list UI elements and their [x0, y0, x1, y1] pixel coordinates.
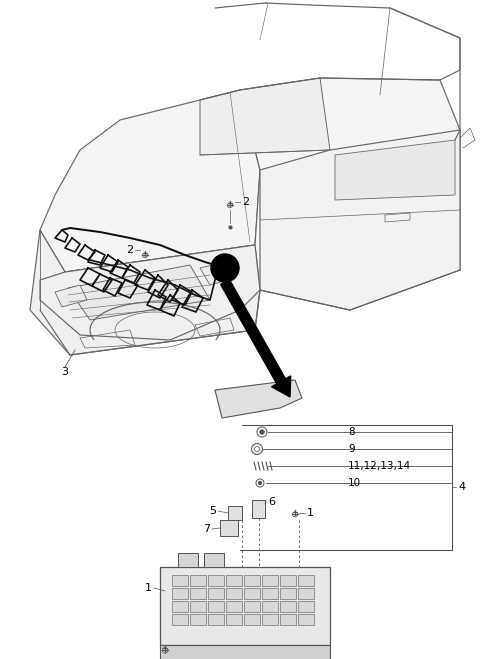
Bar: [262, 601, 278, 612]
Bar: [298, 614, 314, 625]
Circle shape: [211, 254, 239, 282]
Bar: [160, 645, 330, 659]
Bar: [190, 601, 206, 612]
Polygon shape: [260, 130, 460, 310]
Bar: [178, 553, 198, 567]
Text: 5: 5: [209, 506, 216, 516]
Polygon shape: [335, 140, 455, 200]
Bar: [208, 614, 224, 625]
Bar: [226, 614, 242, 625]
Polygon shape: [55, 285, 87, 307]
Bar: [204, 553, 224, 567]
Bar: [244, 601, 260, 612]
Bar: [172, 575, 188, 586]
Polygon shape: [40, 245, 260, 340]
Bar: [298, 575, 314, 586]
Polygon shape: [30, 230, 260, 355]
Text: 8: 8: [348, 427, 355, 437]
Circle shape: [260, 430, 264, 434]
Text: 9: 9: [348, 444, 355, 454]
Bar: [228, 506, 242, 520]
Bar: [208, 601, 224, 612]
Text: 10: 10: [348, 478, 361, 488]
Polygon shape: [200, 78, 330, 155]
Text: 2: 2: [126, 245, 133, 255]
Polygon shape: [240, 78, 460, 310]
Bar: [280, 588, 296, 599]
Circle shape: [256, 479, 264, 487]
Bar: [262, 614, 278, 625]
Bar: [244, 588, 260, 599]
Text: 4: 4: [458, 482, 465, 492]
Bar: [298, 601, 314, 612]
Polygon shape: [68, 265, 210, 320]
Text: 7: 7: [203, 524, 210, 534]
FancyArrow shape: [221, 279, 291, 397]
Text: 2: 2: [242, 197, 249, 207]
Text: 1: 1: [307, 508, 314, 518]
Bar: [226, 588, 242, 599]
Bar: [298, 588, 314, 599]
Bar: [262, 575, 278, 586]
Circle shape: [280, 383, 290, 393]
Circle shape: [254, 447, 260, 451]
Circle shape: [259, 482, 262, 484]
Bar: [244, 575, 260, 586]
Bar: [220, 520, 238, 536]
Bar: [252, 500, 265, 518]
Text: 3: 3: [61, 367, 69, 377]
Bar: [172, 614, 188, 625]
Bar: [208, 575, 224, 586]
Bar: [190, 575, 206, 586]
Bar: [280, 575, 296, 586]
Circle shape: [252, 444, 263, 455]
Bar: [244, 614, 260, 625]
Circle shape: [257, 427, 267, 437]
Bar: [190, 588, 206, 599]
Text: 11,12,13,14: 11,12,13,14: [348, 461, 411, 471]
Bar: [208, 588, 224, 599]
Bar: [226, 575, 242, 586]
Text: 6: 6: [268, 497, 275, 507]
Bar: [280, 614, 296, 625]
Polygon shape: [215, 380, 302, 418]
Bar: [160, 567, 330, 645]
Bar: [262, 588, 278, 599]
Polygon shape: [40, 90, 260, 272]
Bar: [172, 588, 188, 599]
Bar: [172, 601, 188, 612]
Bar: [190, 614, 206, 625]
Polygon shape: [200, 262, 235, 285]
Text: 1: 1: [145, 583, 152, 593]
Bar: [280, 601, 296, 612]
Bar: [226, 601, 242, 612]
